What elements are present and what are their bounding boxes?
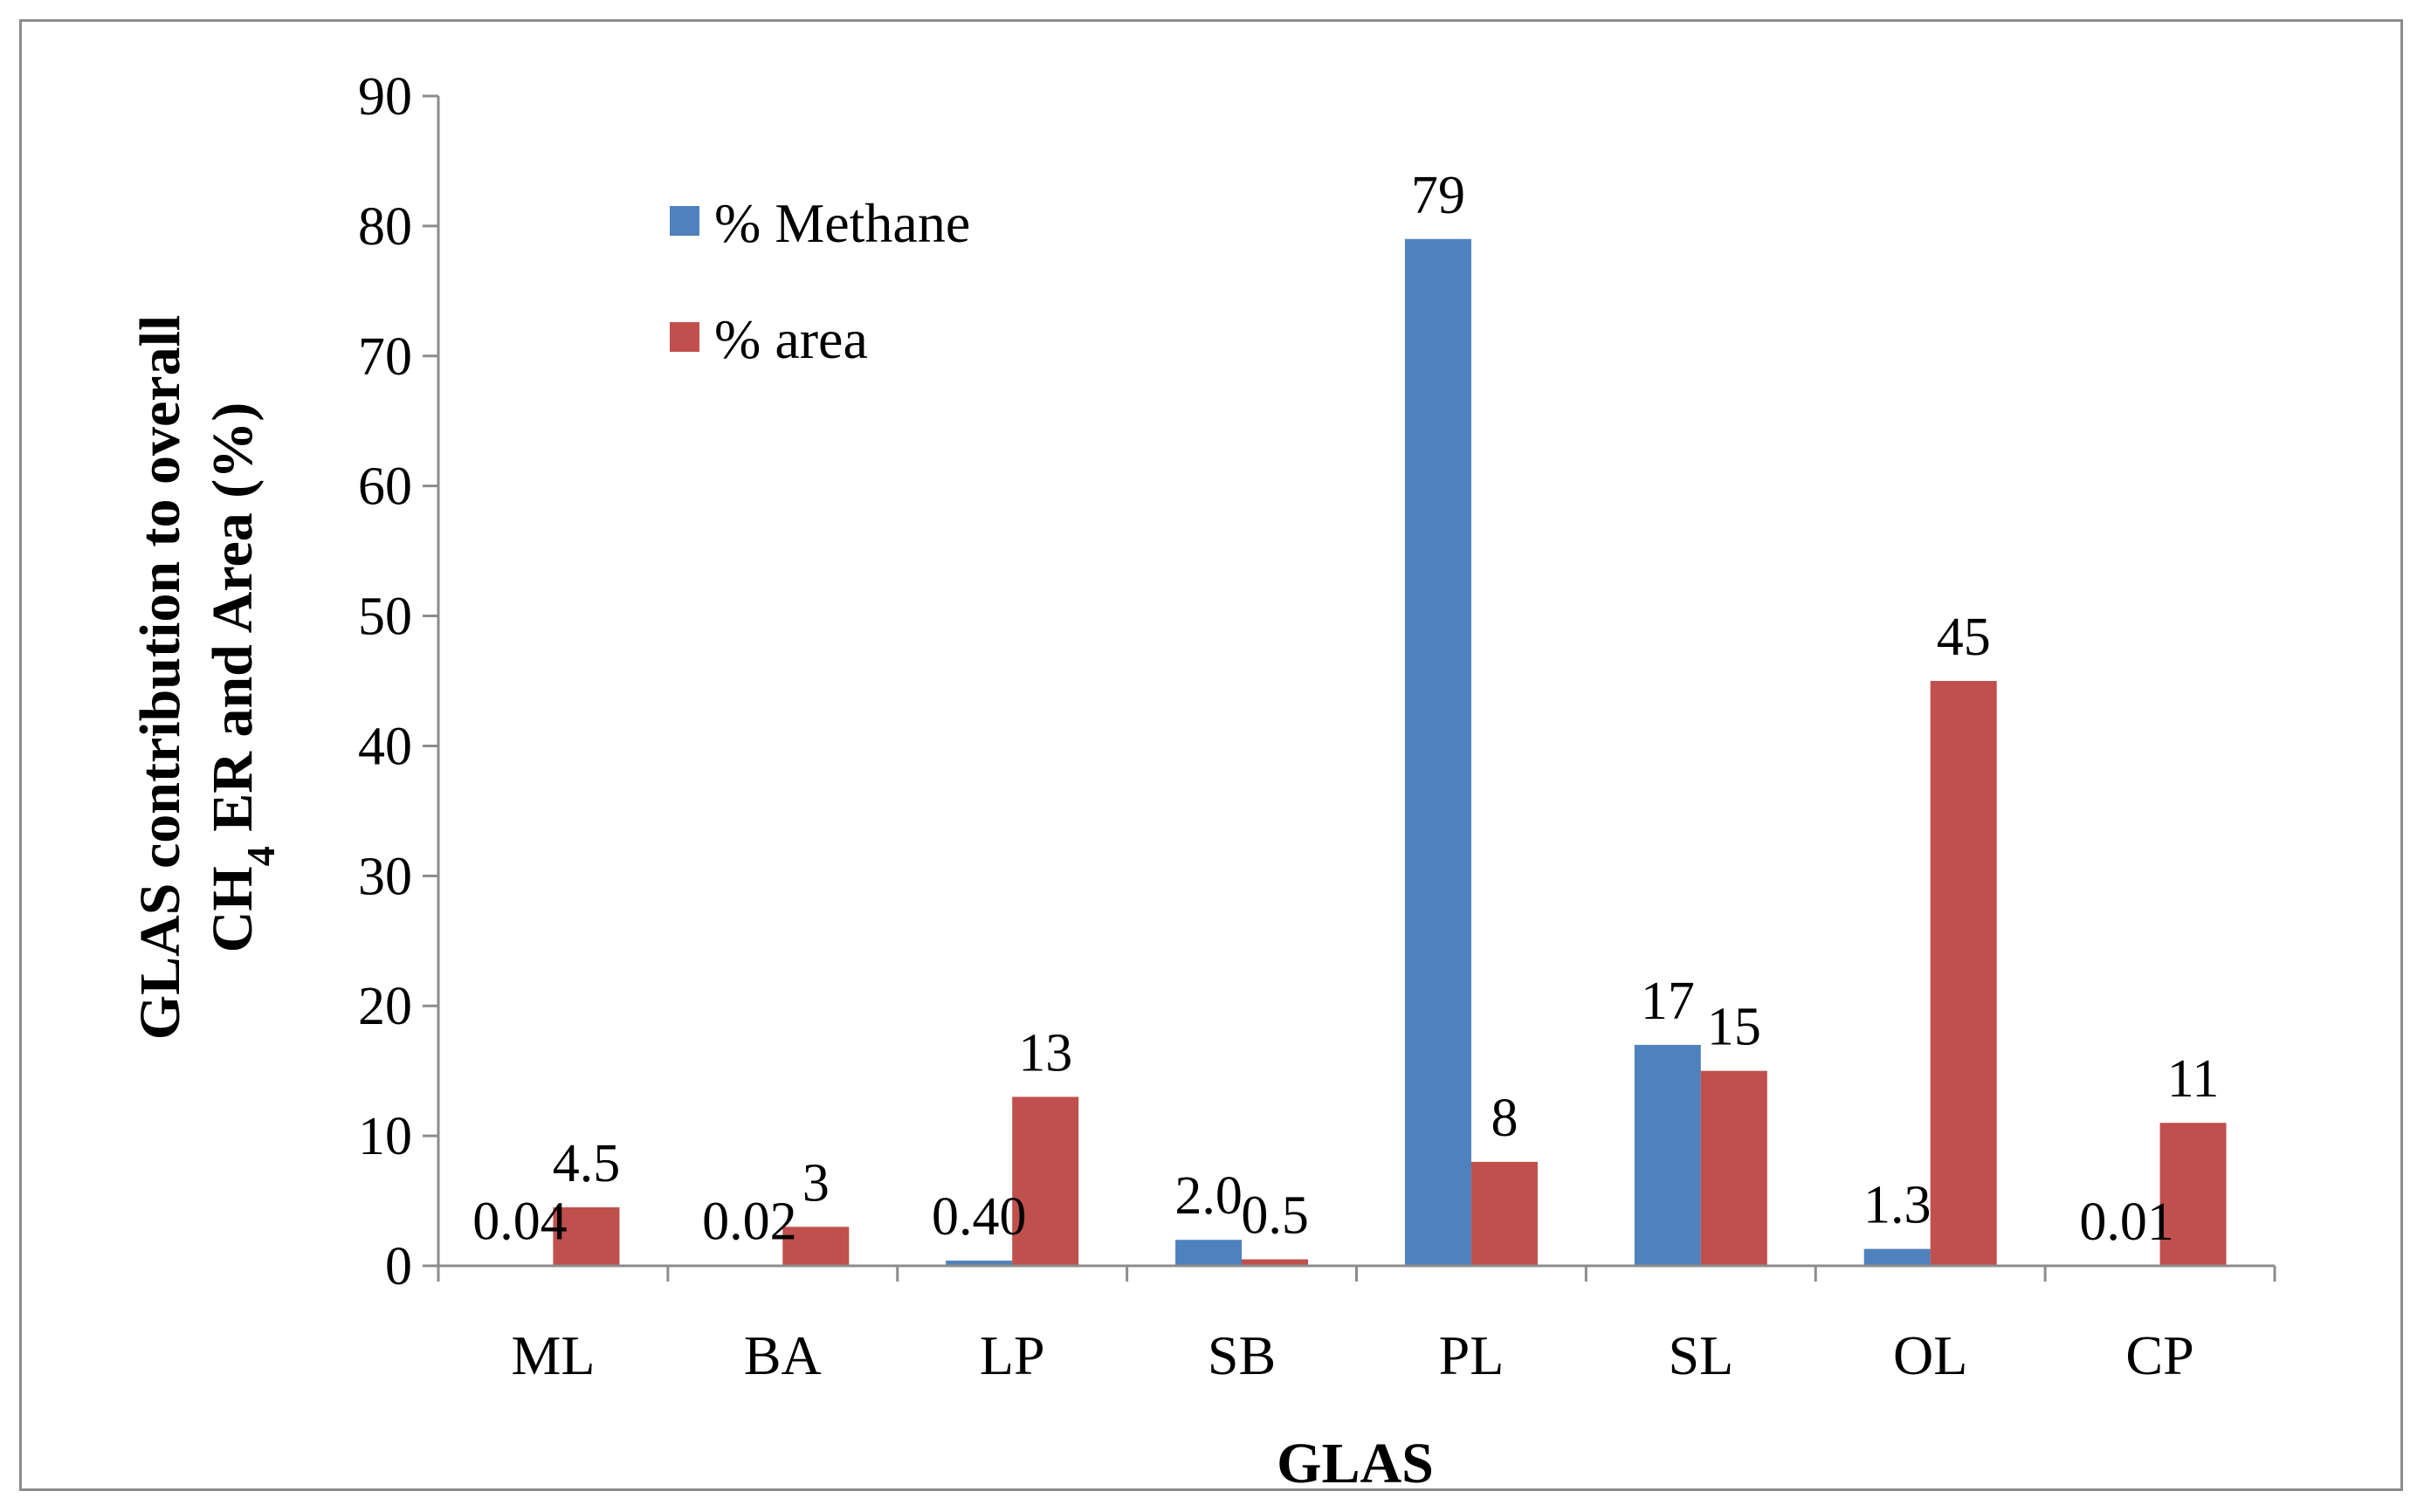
y-axis-title-prefix: CH — [201, 866, 265, 952]
bar-methane-sl — [1634, 1044, 1701, 1266]
y-tick-label: 10 — [358, 1107, 412, 1166]
x-tick-label-ml: ML — [511, 1324, 595, 1386]
data-label-area-ba: 3 — [802, 1153, 830, 1213]
data-label-area-cp: 11 — [2167, 1049, 2220, 1109]
labels-layer: 0.04 0.02 0.40 2.0 79 17 1.3 0.01 4.5 3 13 0.5 8 15 45… — [472, 166, 2219, 1252]
data-label-area-pl: 8 — [1491, 1089, 1518, 1148]
bar-methane-sb — [1175, 1240, 1243, 1266]
y-tick-label: 70 — [358, 327, 412, 387]
bar-area-sb — [1242, 1259, 1309, 1266]
y-tick-label: 60 — [358, 457, 412, 517]
bar-methane-lp — [946, 1261, 1013, 1266]
bars-layer — [486, 238, 2227, 1266]
bar-area-pl — [1470, 1161, 1538, 1266]
bar-methane-pl — [1404, 238, 1471, 1266]
legend: % Methane % area — [670, 192, 970, 370]
legend-label-area: % area — [714, 308, 868, 370]
y-axis-title-line-1: GLAS contribution to overall — [128, 315, 192, 1041]
data-label-methane-sl: 17 — [1641, 972, 1695, 1031]
bar-area-lp — [1012, 1096, 1079, 1266]
data-label-methane-cp: 0.01 — [2079, 1192, 2174, 1252]
x-tick-label-ba: BA — [744, 1324, 822, 1386]
y-axis-title-suffix: ER and Area (%) — [201, 402, 265, 846]
data-label-area-sl: 15 — [1707, 998, 1761, 1057]
x-tick-label-cp: CP — [2125, 1324, 2193, 1386]
data-label-area-ol: 45 — [1937, 608, 1991, 667]
data-label-area-ml: 4.5 — [553, 1134, 621, 1193]
bar-area-cp — [2159, 1123, 2227, 1266]
x-tick-label-sl: SL — [1668, 1324, 1733, 1386]
data-label-area-sb: 0.5 — [1241, 1186, 1309, 1246]
data-label-methane-lp: 0.40 — [932, 1187, 1027, 1247]
data-label-area-lp: 13 — [1018, 1023, 1072, 1082]
x-tick-label-ol: OL — [1893, 1324, 1967, 1386]
legend-label-methane: % Methane — [714, 192, 970, 254]
x-tick-label-pl: PL — [1439, 1324, 1505, 1386]
data-label-methane-ba: 0.02 — [702, 1192, 797, 1252]
axes-layer: 0 10 20 30 40 50 60 70 80 90 ML BA LP SB PL SL OL CP — [358, 67, 2276, 1386]
y-tick-label: 20 — [358, 977, 412, 1036]
y-tick-label: 80 — [358, 197, 412, 257]
bar-area-ba — [782, 1227, 850, 1266]
legend-swatch-area — [670, 322, 699, 352]
x-tick-label-sb: SB — [1208, 1324, 1276, 1386]
y-tick-label: 0 — [385, 1237, 412, 1296]
x-tick-label-lp: LP — [980, 1324, 1045, 1386]
y-axis-title-line-2: CH4 ER and Area (%) — [201, 402, 283, 952]
legend-swatch-methane — [670, 206, 699, 236]
y-tick-label: 50 — [358, 588, 412, 647]
y-tick-label: 40 — [358, 717, 412, 776]
data-label-methane-pl: 79 — [1411, 166, 1465, 225]
data-label-methane-ml: 0.04 — [472, 1192, 568, 1251]
y-axis-title-subscript: 4 — [238, 846, 283, 866]
bar-area-sl — [1700, 1070, 1767, 1266]
y-tick-label: 90 — [358, 67, 412, 127]
x-axis-title: GLAS — [1277, 1432, 1434, 1495]
data-label-methane-ol: 1.3 — [1863, 1176, 1932, 1235]
data-label-methane-sb: 2.0 — [1174, 1166, 1243, 1226]
y-tick-label: 30 — [358, 847, 412, 906]
bar-methane-ol — [1863, 1248, 1931, 1266]
bar-area-ml — [553, 1207, 620, 1266]
bar-area-ol — [1930, 681, 1997, 1266]
y-axis-title: GLAS contribution to overall CH4 ER and … — [128, 315, 283, 1041]
